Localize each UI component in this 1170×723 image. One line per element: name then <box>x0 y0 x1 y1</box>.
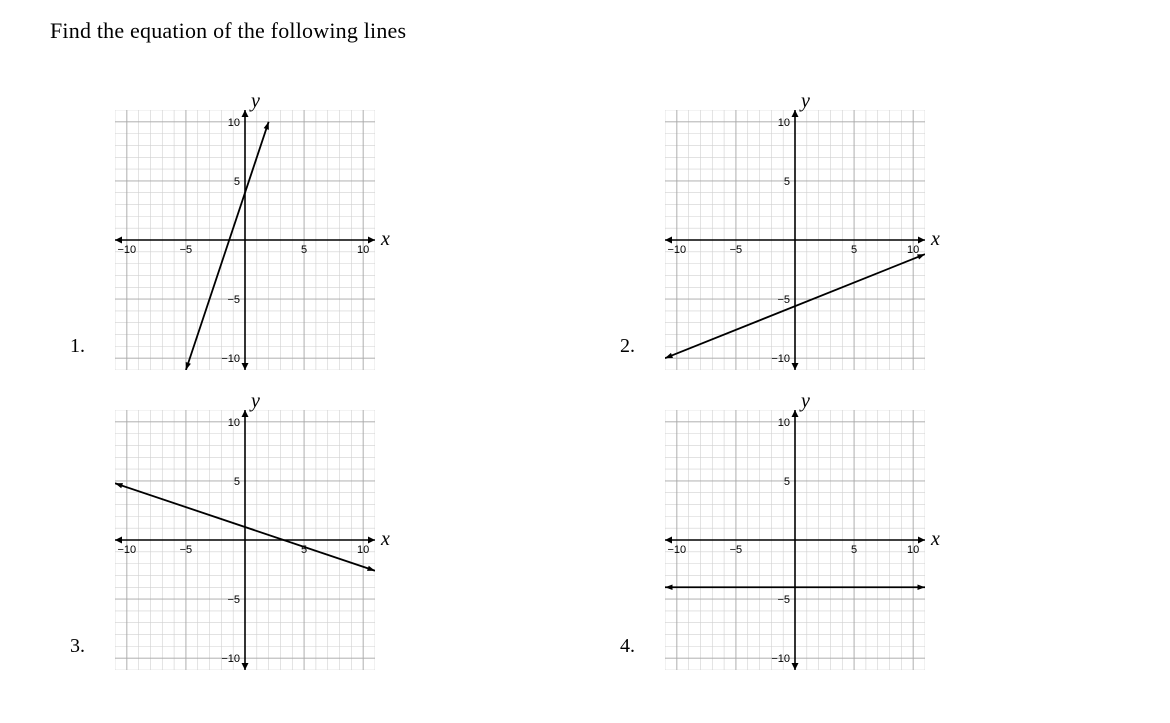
svg-text:−10: −10 <box>667 544 686 556</box>
svg-text:10: 10 <box>778 417 790 429</box>
problem-number: 2. <box>620 335 635 358</box>
y-axis-label: y <box>801 90 810 113</box>
svg-text:−5: −5 <box>227 294 240 306</box>
svg-text:5: 5 <box>234 176 240 188</box>
y-axis-label: y <box>251 390 260 413</box>
coordinate-plane: −10 −5 5 10 −10 −5 5 10 <box>115 110 375 370</box>
svg-text:−10: −10 <box>771 653 790 665</box>
svg-text:5: 5 <box>784 176 790 188</box>
svg-text:−5: −5 <box>180 544 193 556</box>
y-axis-label: y <box>251 90 260 113</box>
problem-number: 1. <box>70 335 85 358</box>
svg-text:10: 10 <box>778 117 790 129</box>
svg-text:−10: −10 <box>667 244 686 256</box>
svg-text:10: 10 <box>357 544 369 556</box>
svg-text:−5: −5 <box>180 244 193 256</box>
svg-text:5: 5 <box>851 544 857 556</box>
svg-text:10: 10 <box>357 244 369 256</box>
graph-cell: 1.−10−5510−10−5510yx <box>75 90 585 390</box>
svg-text:5: 5 <box>234 476 240 488</box>
svg-text:−5: −5 <box>730 544 743 556</box>
coordinate-plane: −10 −5 5 10 −10 −5 5 10 <box>665 410 925 670</box>
y-axis-label: y <box>801 390 810 413</box>
svg-text:10: 10 <box>907 544 919 556</box>
graph-grid: 1.−10−5510−10−5510yx2.−10−5510−10−5510yx… <box>75 90 1135 690</box>
x-axis-label: x <box>931 528 940 551</box>
svg-text:−5: −5 <box>730 244 743 256</box>
coordinate-plane: −10−5510−10−5510 <box>115 410 375 670</box>
graph-cell: 4.−10−5510−10−5510yx <box>625 390 1135 690</box>
problem-number: 4. <box>620 635 635 658</box>
svg-text:−10: −10 <box>117 544 136 556</box>
svg-text:10: 10 <box>907 244 919 256</box>
problem-number: 3. <box>70 635 85 658</box>
coordinate-plane: −10 −5 5 10 −10 −5 5 10 <box>665 110 925 370</box>
svg-text:−5: −5 <box>227 594 240 606</box>
svg-text:−10: −10 <box>221 653 240 665</box>
svg-text:5: 5 <box>301 244 307 256</box>
x-axis-label: x <box>931 228 940 251</box>
x-axis-label: x <box>381 228 390 251</box>
graph-cell: 3.−10−5510−10−5510yx <box>75 390 585 690</box>
svg-text:5: 5 <box>851 244 857 256</box>
svg-text:−5: −5 <box>777 294 790 306</box>
graph-cell: 2.−10−5510−10−5510yx <box>625 90 1135 390</box>
svg-text:−10: −10 <box>221 353 240 365</box>
x-axis-label: x <box>381 528 390 551</box>
svg-text:−10: −10 <box>117 244 136 256</box>
svg-text:−10: −10 <box>771 353 790 365</box>
svg-text:5: 5 <box>784 476 790 488</box>
page-title: Find the equation of the following lines <box>50 18 406 44</box>
svg-text:10: 10 <box>228 417 240 429</box>
svg-text:10: 10 <box>228 117 240 129</box>
svg-text:−5: −5 <box>777 594 790 606</box>
